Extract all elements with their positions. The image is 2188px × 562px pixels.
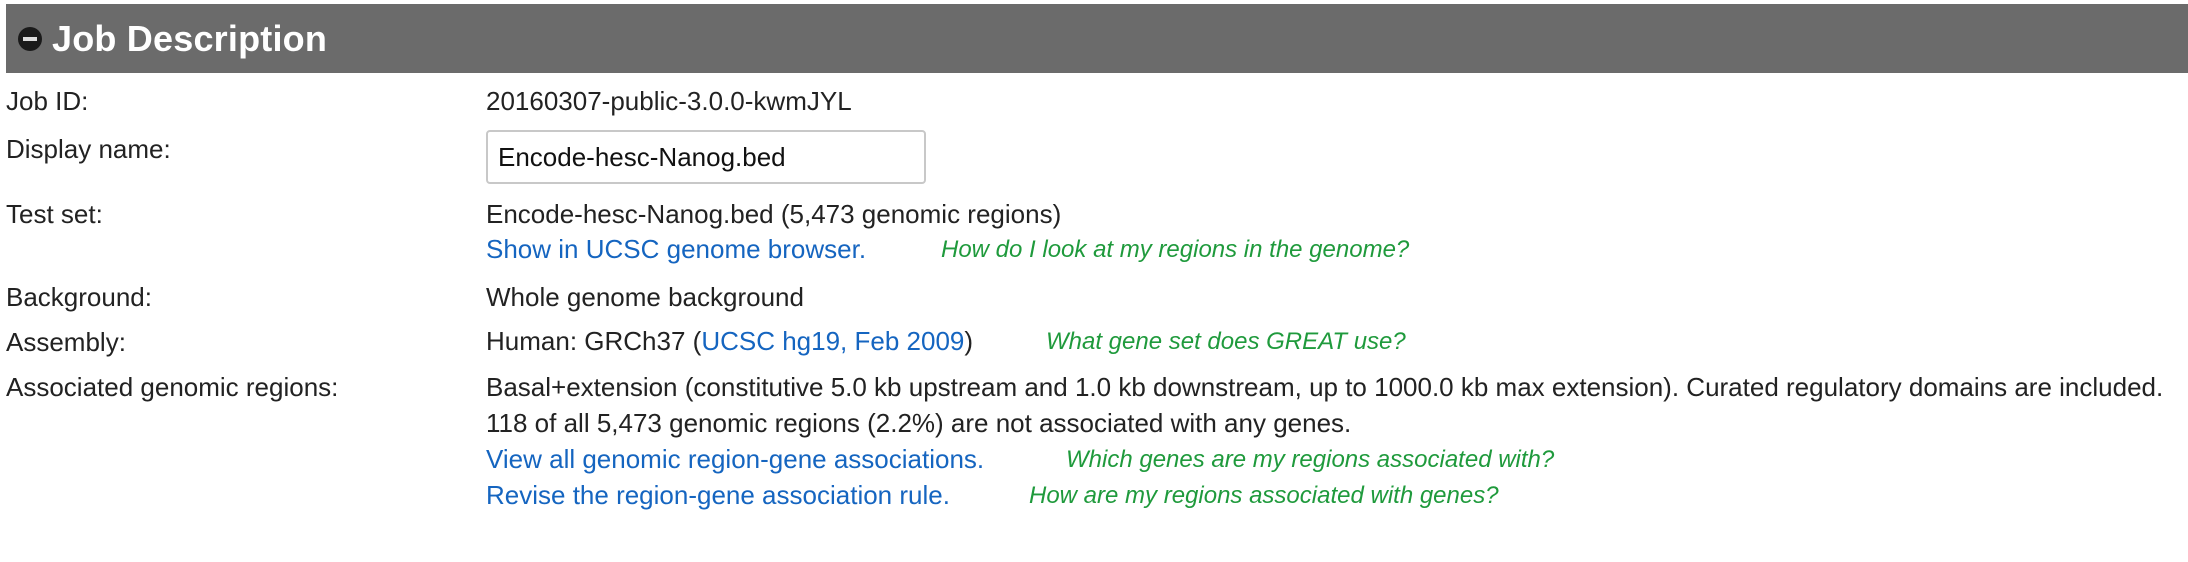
ucsc-browser-link[interactable]: Show in UCSC genome browser. (486, 234, 867, 264)
revise-rule-link[interactable]: Revise the region-gene association rule. (486, 480, 950, 510)
assembly-label: Assembly: (6, 327, 126, 357)
background-value: Whole genome background (486, 282, 804, 312)
ucsc-hg19-link[interactable]: UCSC hg19, Feb 2009 (701, 326, 965, 356)
association-rule-text: Basal+extension (constitutive 5.0 kb ups… (486, 372, 2164, 402)
assembly-value: Human: GRCh37 (UCSC hg19, Feb 2009) (486, 326, 973, 357)
test-set-label: Test set: (6, 199, 103, 229)
help-link-association-method[interactable]: How are my regions associated with genes… (1029, 482, 1499, 509)
job-id-label: Job ID: (6, 86, 89, 116)
test-set-value: Encode-hesc-Nanog.bed (5,473 genomic reg… (486, 199, 1062, 229)
assembly-prefix: Human: GRCh37 ( (486, 326, 702, 356)
minus-circle-icon[interactable] (18, 26, 42, 51)
view-associations-link[interactable]: View all genomic region-gene association… (486, 444, 985, 474)
assembly-suffix: ) (964, 326, 974, 356)
help-link-gene-set[interactable]: What gene set does GREAT use? (1046, 328, 1406, 355)
help-link-associated-genes[interactable]: Which genes are my regions associated wi… (1066, 446, 1555, 473)
job-description-header[interactable]: Job Description (6, 4, 2188, 73)
display-name-label: Display name: (6, 134, 171, 164)
display-name-input[interactable] (486, 130, 926, 184)
background-label: Background: (6, 282, 152, 312)
panel-title: Job Description (52, 17, 328, 59)
associated-regions-label: Associated genomic regions: (6, 372, 339, 402)
help-link-genome-view[interactable]: How do I look at my regions in the genom… (941, 236, 1410, 263)
job-id-value: 20160307-public-3.0.0-kwmJYL (486, 86, 852, 116)
unassociated-regions-text: 118 of all 5,473 genomic regions (2.2%) … (486, 408, 1352, 438)
